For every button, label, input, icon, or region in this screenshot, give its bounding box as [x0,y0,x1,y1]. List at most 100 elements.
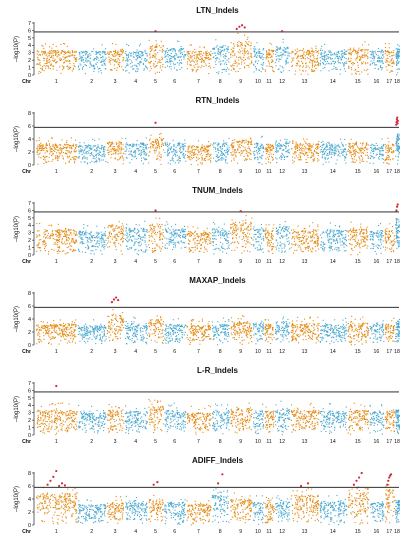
snp-point [292,159,294,161]
snp-point [237,148,239,150]
snp-point [221,71,223,73]
snp-point [260,57,262,59]
snp-point [136,59,138,61]
snp-point [316,143,318,145]
snp-point [359,59,361,62]
snp-point [339,68,341,71]
snp-point [342,149,344,151]
snp-point [69,242,71,244]
snp-point [207,145,209,147]
snp-point [348,57,350,59]
snp-point [309,59,311,61]
snp-point [187,148,189,151]
snp-point [387,154,389,156]
snp-point [244,52,246,54]
snp-point [45,146,47,148]
snp-point [183,230,185,232]
snp-point [327,157,329,159]
snp-point [282,41,284,43]
snp-point [232,68,235,70]
snp-point [126,223,128,225]
snp-point [221,69,223,71]
snp-point [40,145,42,147]
snp-point [75,232,77,234]
snp-point [197,66,199,68]
snp-point [90,149,92,151]
snp-point [162,45,164,47]
snp-point [72,229,74,231]
snp-point [391,143,394,145]
snp-point [149,236,151,238]
snp-point [81,243,83,245]
snp-point [188,158,190,160]
snp-point [343,148,345,150]
snp-point [202,242,204,244]
snp-point [85,59,87,61]
snp-point [110,145,112,148]
chromosome-label: 6 [173,79,176,85]
snp-point [349,151,351,153]
snp-point [253,71,255,73]
snp-point [135,71,137,73]
snp-point [188,60,191,62]
snp-point [222,60,224,62]
snp-point [381,146,383,148]
snp-point [37,57,39,59]
snp-point [51,148,53,150]
snp-point [41,144,43,146]
snp-point [217,53,219,55]
snp-point [378,147,380,149]
snp-point [197,69,199,71]
snp-point [351,153,353,155]
snp-point [120,143,122,145]
snp-point [303,51,305,53]
snp-point [217,49,219,51]
snp-point [151,49,153,51]
snp-point [125,238,127,240]
snp-point [166,230,168,232]
snp-point [79,57,81,59]
snp-point [342,52,344,54]
snp-point [164,224,166,226]
snp-point [372,61,374,63]
snp-point [205,238,207,241]
snp-point [181,62,183,64]
snp-point [42,45,44,47]
snp-point [286,151,288,153]
snp-point [36,148,38,150]
snp-point [136,51,138,53]
snp-point [398,146,400,148]
snp-point [192,149,194,151]
snp-point [304,55,306,57]
snp-point [261,55,263,57]
chromosome-label: 5 [154,79,157,85]
snp-point [345,144,347,146]
snp-point [204,148,206,151]
snp-point [129,52,131,54]
snp-point [131,159,133,161]
snp-point [373,148,375,150]
snp-point [153,225,155,227]
snp-point [306,148,308,150]
snp-point [149,57,151,59]
snp-point [250,143,252,145]
snp-point [353,47,355,49]
snp-point [135,54,137,56]
snp-point [387,64,390,67]
snp-point [209,237,211,239]
snp-point [64,57,66,59]
snp-point [315,151,317,153]
chromosome-label: 13 [302,79,308,85]
snp-point [293,57,295,59]
snp-point [143,69,145,71]
snp-point [286,150,288,152]
snp-point [395,141,397,143]
snp-point [359,159,361,161]
snp-point [81,153,83,156]
snp-point [377,61,379,63]
snp-point [207,57,209,59]
snp-point [265,158,267,160]
snp-point [230,56,232,58]
snp-point [86,241,88,243]
snp-point [86,239,89,241]
